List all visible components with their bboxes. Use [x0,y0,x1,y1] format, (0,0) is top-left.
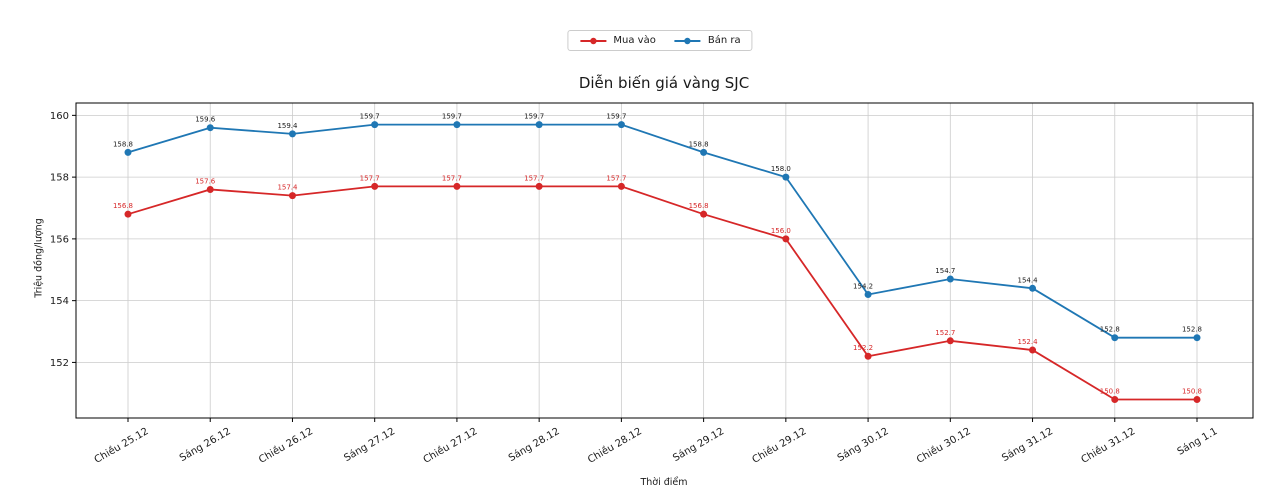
data-point [700,210,708,218]
x-tick-label: Chiều 25.12 [92,425,150,466]
data-point [1193,334,1201,342]
x-tick-label: Sáng 1.1 [1175,425,1219,458]
data-label: 156.0 [771,227,791,235]
data-label: 150.8 [1182,387,1202,395]
y-tick-label: 160 [50,111,69,122]
data-label: 158.0 [771,165,791,173]
series-line-bán-ra [127,123,1197,339]
chart-title: Diễn biến giá vàng SJC [578,74,750,92]
data-label: 152.7 [935,329,955,337]
data-label: 158.8 [689,140,709,148]
x-tick-label: Sáng 28.12 [506,425,561,464]
x-tick-label: Sáng 27.12 [342,425,397,464]
data-label: 154.2 [853,282,873,290]
data-point [864,290,872,298]
data-point [946,337,954,345]
y-tick-label: 154 [50,296,69,307]
data-point [124,210,132,218]
y-axis-title: Triệu đồng/lượng [33,218,45,298]
y-tick-label: 152 [50,358,69,369]
data-label: 156.8 [113,202,133,210]
data-point [1111,334,1119,342]
data-label: 156.8 [689,202,709,210]
legend-line-marker-icon [674,37,701,44]
data-label: 154.4 [1018,276,1039,284]
data-label: 157.4 [277,184,298,192]
data-label: 157.7 [442,174,462,182]
data-point [371,121,379,129]
data-point [617,182,625,190]
data-label: 159.6 [195,116,216,124]
data-label: 152.8 [1100,326,1120,334]
legend-item-bán-ra: Bán ra [674,35,741,46]
plot-border [75,102,1254,419]
x-tick-label: Chiều 30.12 [914,425,972,466]
data-point [864,352,872,360]
data-point [782,235,790,243]
x-tick-label: Chiều 26.12 [257,425,315,466]
data-point [1193,395,1201,403]
data-label: 154.7 [935,267,955,275]
data-label: 152.4 [1018,338,1039,346]
data-label: 157.7 [360,174,380,182]
data-point [1111,395,1119,403]
data-label: 152.8 [1182,326,1202,334]
data-point [371,182,379,190]
data-label: 150.8 [1100,387,1120,395]
x-tick-label: Chiều 29.12 [750,425,808,466]
data-point [288,130,296,138]
data-point [535,121,543,129]
y-tick-label: 156 [50,234,69,245]
data-label: 158.8 [113,140,133,148]
data-point [206,185,214,193]
data-label: 159.4 [277,122,298,130]
y-tick-label: 158 [50,173,69,184]
x-tick-label: Chiều 28.12 [586,425,644,466]
legend-item-mua-vào: Mua vào [579,35,656,46]
data-point [700,148,708,156]
legend-line-marker-icon [580,37,607,44]
x-tick-label: Sáng 26.12 [177,425,232,464]
data-label: 157.6 [195,177,216,185]
legend: Mua vào Bán ra [567,30,753,51]
x-tick-label: Sáng 29.12 [671,425,726,464]
data-point [535,182,543,190]
data-point [1029,346,1037,354]
data-point [1029,284,1037,292]
data-label: 159.7 [360,113,380,121]
x-tick-label: Chiều 31.12 [1079,425,1137,466]
data-point [453,182,461,190]
data-label: 159.7 [524,113,544,121]
x-tick-label: Sáng 31.12 [1000,425,1055,464]
data-label: 152.2 [853,344,873,352]
data-point [617,121,625,129]
x-tick-label: Chiều 27.12 [421,425,479,466]
data-point [782,173,790,181]
x-tick-label: Sáng 30.12 [835,425,890,464]
x-axis-title: Thời điểm [640,477,688,488]
data-label: 159.7 [442,113,462,121]
data-label: 157.7 [606,174,626,182]
data-point [453,121,461,129]
data-label: 157.7 [524,174,544,182]
legend-label: Mua vào [613,35,656,46]
data-point [946,275,954,283]
data-point [206,124,214,132]
legend-label: Bán ra [707,35,741,46]
data-point [124,148,132,156]
data-point [288,192,296,200]
series-line-mua-vào [127,185,1197,401]
data-label: 159.7 [606,113,626,121]
